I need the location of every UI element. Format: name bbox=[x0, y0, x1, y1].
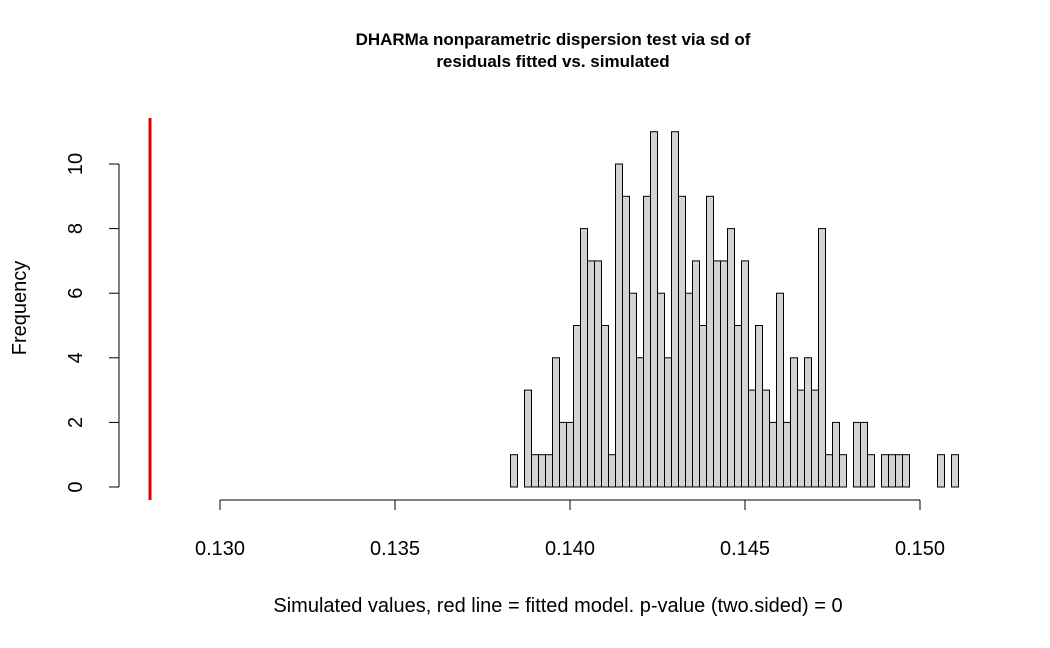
histogram-bar bbox=[713, 260, 721, 488]
x-axis: 0.130 0.135 0.140 0.145 0.150 bbox=[195, 499, 945, 560]
histogram-bar bbox=[538, 454, 546, 488]
histogram-bar bbox=[552, 357, 560, 488]
histogram-bar bbox=[748, 389, 756, 488]
histogram-bar bbox=[720, 260, 728, 488]
histogram-bar bbox=[643, 195, 651, 488]
histogram-bar bbox=[615, 163, 623, 488]
histogram-bar bbox=[797, 389, 805, 488]
histogram-bar bbox=[790, 357, 798, 488]
histogram-bar bbox=[664, 357, 672, 488]
histogram-bar bbox=[636, 357, 644, 488]
histogram-bar bbox=[839, 454, 847, 488]
chart-title-line-2: residuals fitted vs. simulated bbox=[436, 52, 669, 71]
histogram-bar bbox=[818, 228, 826, 488]
histogram-bar bbox=[937, 454, 945, 488]
histogram-bars bbox=[510, 131, 959, 488]
histogram-bar bbox=[755, 325, 763, 488]
histogram-bar bbox=[727, 228, 735, 488]
histogram-bar bbox=[657, 292, 665, 488]
histogram-bar bbox=[706, 195, 714, 488]
histogram-bar bbox=[825, 454, 833, 488]
histogram-bar bbox=[580, 228, 588, 488]
histogram-bar bbox=[951, 454, 959, 488]
histogram-bar bbox=[769, 421, 777, 488]
histogram-bar bbox=[860, 421, 868, 488]
histogram-bar bbox=[594, 260, 602, 488]
x-tick-label: 0.145 bbox=[720, 538, 770, 560]
x-tick-label: 0.135 bbox=[370, 538, 420, 560]
histogram-bar bbox=[531, 454, 539, 488]
histogram-bar bbox=[762, 389, 770, 488]
histogram-bar bbox=[587, 260, 595, 488]
y-axis: 0 2 4 6 8 10 bbox=[65, 153, 120, 493]
histogram-bar bbox=[510, 454, 518, 488]
histogram-bar bbox=[895, 454, 903, 488]
x-tick-label: 0.130 bbox=[195, 538, 245, 560]
histogram-bar bbox=[622, 195, 630, 488]
histogram-bar bbox=[608, 454, 616, 488]
histogram-bar bbox=[734, 325, 742, 488]
y-tick-label: 4 bbox=[65, 352, 87, 363]
x-tick-label: 0.150 bbox=[895, 538, 945, 560]
histogram-bar bbox=[832, 421, 840, 488]
histogram-bar bbox=[678, 195, 686, 488]
x-tick-label: 0.140 bbox=[545, 538, 595, 560]
histogram-bar bbox=[881, 454, 889, 488]
histogram-bar bbox=[811, 389, 819, 488]
histogram-bar bbox=[545, 454, 553, 488]
histogram-bar bbox=[776, 292, 784, 488]
histogram-bar bbox=[601, 325, 609, 488]
y-tick-label: 8 bbox=[65, 223, 87, 234]
histogram-bar bbox=[650, 131, 658, 488]
histogram-bar bbox=[671, 131, 679, 488]
y-axis-title: Frequency bbox=[9, 261, 31, 356]
histogram-bar bbox=[699, 325, 707, 488]
histogram-bar bbox=[888, 454, 896, 488]
histogram-bar bbox=[692, 260, 700, 488]
histogram-bar bbox=[867, 454, 875, 488]
histogram-bar bbox=[559, 421, 567, 488]
histogram-bar bbox=[566, 421, 574, 488]
y-tick-label: 6 bbox=[65, 288, 87, 299]
histogram-bar bbox=[741, 260, 749, 488]
x-axis-title: Simulated values, red line = fitted mode… bbox=[273, 595, 842, 617]
histogram-bar bbox=[804, 357, 812, 488]
histogram-bar bbox=[853, 421, 861, 488]
histogram-bar bbox=[524, 389, 532, 488]
histogram-bar bbox=[902, 454, 910, 488]
y-tick-label: 0 bbox=[65, 481, 87, 492]
histogram-bar bbox=[783, 421, 791, 488]
y-tick-label: 10 bbox=[65, 153, 87, 175]
histogram-bar bbox=[685, 292, 693, 488]
y-tick-label: 2 bbox=[65, 417, 87, 428]
histogram-bar bbox=[629, 292, 637, 488]
histogram-bar bbox=[573, 325, 581, 488]
chart-title-line-1: DHARMa nonparametric dispersion test via… bbox=[356, 30, 751, 49]
